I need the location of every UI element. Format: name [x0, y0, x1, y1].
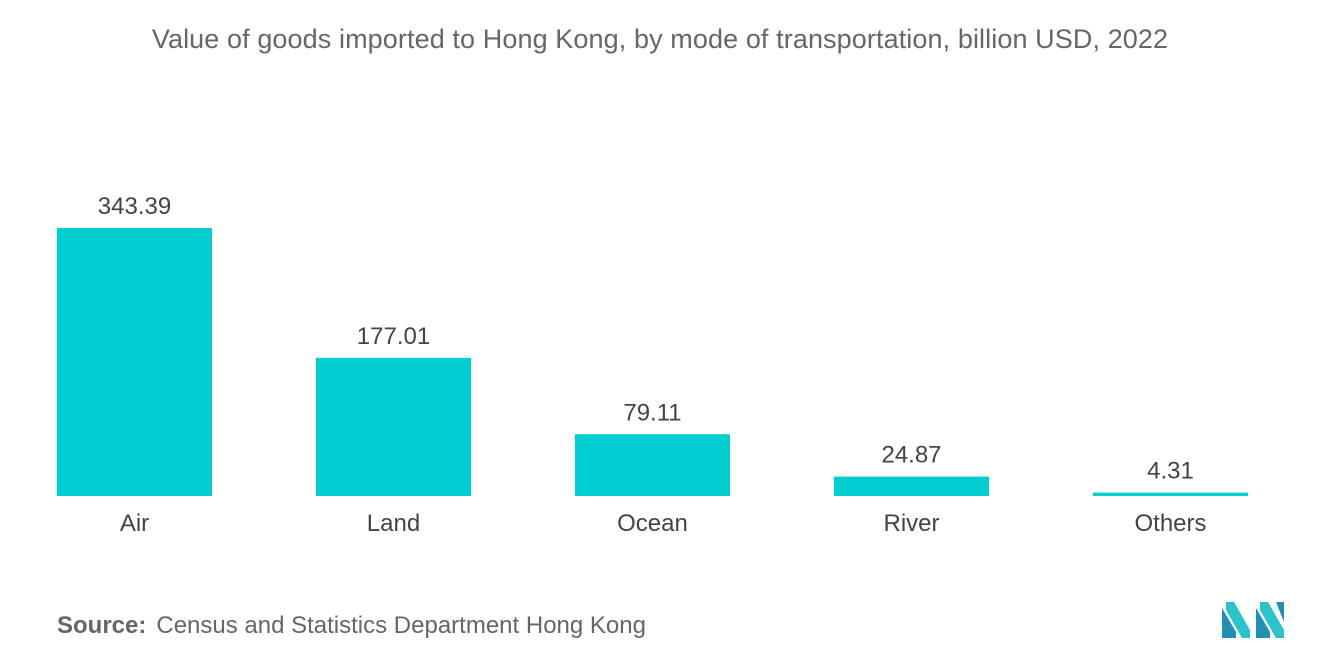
bar-river [834, 476, 989, 496]
value-label-air: 343.39 [98, 193, 171, 220]
bar-chart: 343.39 Air 177.01 Land 79.11 Ocean 24.87 River 4… [57, 193, 1248, 537]
source-note: Source: Census and Statistics Department … [57, 612, 646, 640]
source-text: Census and Statistics Department Hong Ko… [156, 612, 646, 639]
category-label-air: Air [120, 510, 149, 537]
chart-title: Value of goods imported to Hong Kong, by… [151, 24, 1169, 54]
source-label: Source: [57, 612, 147, 639]
mordor-intelligence-logo-icon [1222, 602, 1284, 638]
bar-ocean [575, 434, 730, 496]
value-label-river: 24.87 [881, 442, 941, 469]
category-label-river: River [883, 510, 939, 537]
category-label-ocean: Ocean [617, 510, 688, 537]
value-label-ocean: 79.11 [623, 399, 681, 426]
bar-land [316, 357, 471, 496]
bar-air [57, 228, 212, 496]
bar-others [1093, 492, 1248, 496]
value-label-land: 177.01 [357, 323, 430, 350]
value-label-others: 4.31 [1147, 458, 1194, 485]
category-label-land: Land [367, 510, 420, 537]
category-label-others: Others [1134, 510, 1206, 537]
